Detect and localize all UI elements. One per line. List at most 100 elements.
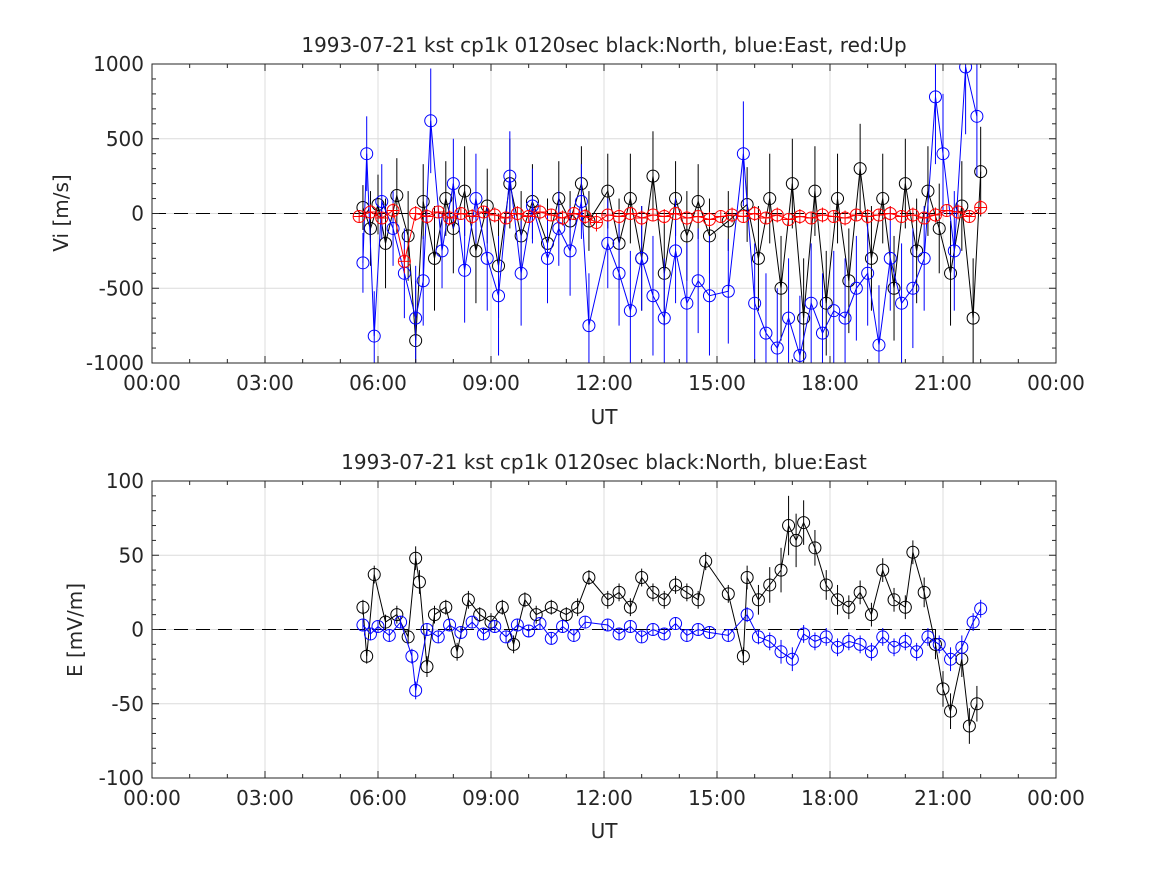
vi-north-point: [974, 165, 988, 179]
vi-north-point: [401, 229, 415, 243]
vi-east-point: [386, 221, 400, 235]
vi-east-point: [424, 114, 438, 128]
e-east-point: [819, 630, 833, 644]
e-north-point: [774, 563, 788, 577]
e-north-point: [699, 554, 713, 568]
e-east-point: [544, 631, 558, 645]
e-north-point: [853, 585, 867, 599]
e-north-point: [518, 593, 532, 607]
vi-east-point: [435, 244, 449, 258]
e-north-point: [736, 649, 750, 663]
vi-north-point: [680, 229, 694, 243]
vi-north-point: [831, 192, 845, 206]
e-north-point: [691, 593, 705, 607]
e-east-point: [405, 649, 419, 663]
vi-xtick-label: 03:00: [236, 371, 294, 395]
vi-north-point: [898, 177, 912, 191]
e-east-point: [465, 615, 479, 629]
vi-ytick-label: 500: [106, 127, 144, 151]
vi-east-point: [861, 266, 875, 280]
e-east-point: [751, 630, 765, 644]
e-east-point: [510, 618, 524, 632]
vi-north-point: [751, 251, 765, 265]
vi-ytick-label: 0: [131, 202, 144, 226]
e-east-point: [635, 630, 649, 644]
e-east-point: [431, 630, 445, 644]
e-east-point: [944, 652, 958, 666]
vi-north-point: [853, 162, 867, 176]
e-north-point: [484, 615, 498, 629]
vi-east-point: [691, 274, 705, 288]
e-north-point: [461, 593, 475, 607]
vi-north-point: [876, 192, 890, 206]
vi-east-line: [362, 66, 978, 358]
e-xtick-label: 15:00: [688, 786, 746, 810]
vi-east-point: [838, 311, 852, 325]
vi-north-point: [763, 192, 777, 206]
vi-east-point: [446, 177, 460, 191]
e-north-point: [928, 637, 942, 651]
e-xtick-label: 03:00: [236, 786, 294, 810]
e-data: [356, 495, 988, 744]
e-north-point: [680, 585, 694, 599]
vi-east-point: [883, 251, 897, 265]
e-east-point: [898, 634, 912, 648]
e-ticks: 00:00 03:00 06:00 09:00 12:00 15:00 18:00 21:00…: [99, 469, 1085, 810]
vi-east-point: [928, 90, 942, 104]
e-east-point: [797, 627, 811, 641]
e-east-point: [955, 640, 969, 654]
e-north-point: [842, 600, 856, 614]
e-north-point: [544, 600, 558, 614]
e-north-point: [887, 593, 901, 607]
e-north-point: [808, 541, 822, 555]
vi-series-up: [352, 200, 988, 274]
vi-east-point: [793, 349, 807, 363]
e-north-point: [356, 600, 370, 614]
e-north-point: [612, 585, 626, 599]
e-east-point: [774, 645, 788, 659]
e-east-point: [808, 634, 822, 648]
e-ytick-label: 0: [131, 618, 144, 642]
vi-north-point: [864, 251, 878, 265]
vi-ytick-label: -1000: [86, 351, 144, 375]
e-east-point: [578, 615, 592, 629]
e-north-point: [669, 578, 683, 592]
e-north-point: [740, 571, 754, 585]
e-north-point: [635, 571, 649, 585]
e-east-point: [476, 627, 490, 641]
vi-xtick-label: 06:00: [349, 371, 407, 395]
e-east-point: [887, 640, 901, 654]
e-east-point: [876, 630, 890, 644]
e-east-point: [763, 634, 777, 648]
vi-north-point: [428, 251, 441, 265]
vi-north-point: [439, 192, 453, 206]
vi-ylabel: Vi [m/s]: [49, 174, 73, 251]
vi-north-point: [390, 189, 404, 203]
e-east-point: [356, 618, 370, 632]
e-east-point: [721, 628, 735, 642]
e-ytick-label: -50: [111, 692, 144, 716]
vi-east-point: [748, 296, 762, 310]
vi-north-point: [808, 184, 822, 198]
e-north-point: [412, 575, 426, 589]
e-north-point: [763, 578, 777, 592]
e-north-point: [751, 593, 765, 607]
e-east-point: [864, 645, 878, 659]
vi-east-point: [680, 296, 694, 310]
e-ytick-label: 50: [119, 543, 144, 567]
e-east-point: [567, 628, 581, 642]
e-north-point: [529, 608, 543, 622]
e-xtick-label: 18:00: [801, 786, 859, 810]
vi-north-line: [362, 168, 982, 341]
e-east-point: [556, 620, 570, 634]
e-title: 1993-07-21 kst cp1k 0120sec black:North,…: [341, 450, 867, 474]
e-north-point: [390, 608, 404, 622]
e-xtick-label: 12:00: [575, 786, 633, 810]
vi-east-point: [782, 311, 796, 325]
vi-xtick-label: 00:00: [1027, 371, 1085, 395]
vi-series-east: [356, 64, 984, 363]
e-north-point: [944, 704, 958, 718]
vi-east-point: [917, 251, 931, 265]
e-xtick-label: 00:00: [123, 786, 181, 810]
vi-east-point: [375, 195, 389, 209]
